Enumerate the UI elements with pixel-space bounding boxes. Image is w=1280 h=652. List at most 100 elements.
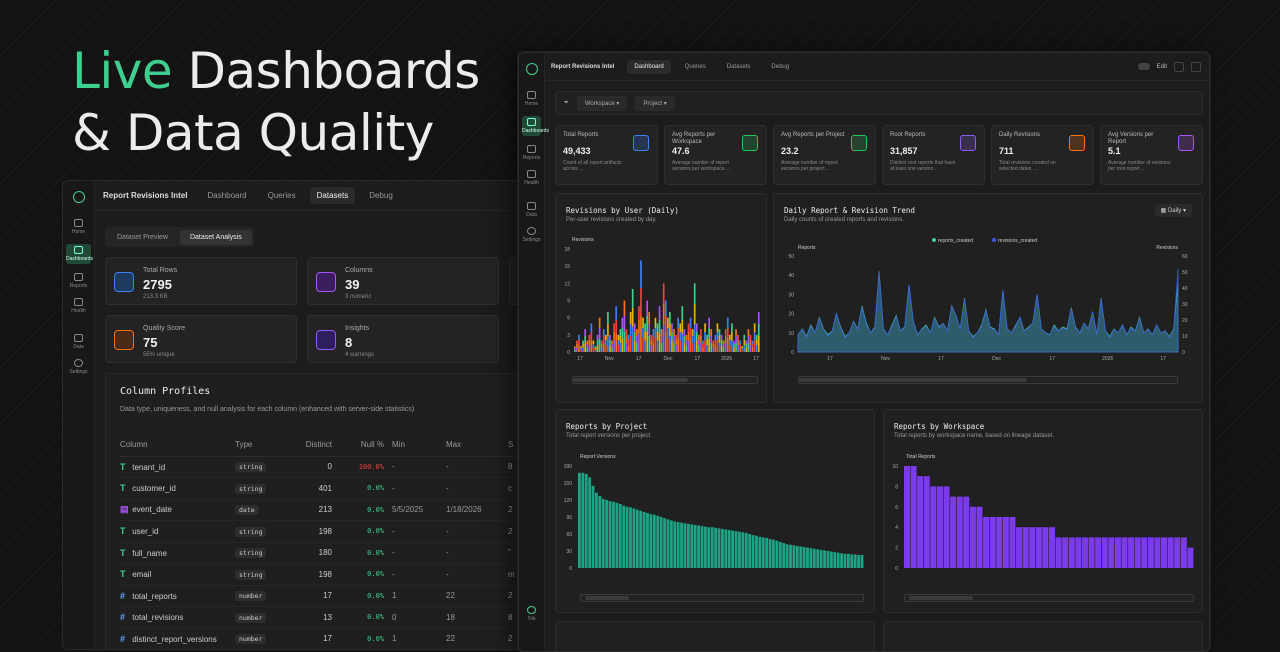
project-dropdown[interactable]: Project ▾ <box>635 95 675 111</box>
table-row[interactable]: # distinct_report_versions number 17 0.0% 1 2… <box>120 628 518 649</box>
table-row[interactable]: T tenant_id string 0 100.0% - -8 <box>120 456 518 478</box>
bar-segment <box>652 342 655 352</box>
tab-queries[interactable]: Queries <box>684 63 706 70</box>
bar <box>656 515 660 568</box>
null-percent: 100.0% <box>332 456 384 478</box>
app-logo-icon[interactable] <box>72 191 85 203</box>
seg-dataset-analysis[interactable]: Dataset Analysis <box>179 229 252 245</box>
distinct-count: 17 <box>290 628 332 649</box>
table-row[interactable]: T customer_id string 401 0.0% - - c <box>120 477 518 500</box>
column-name: event_date <box>132 505 172 515</box>
bar-segment <box>747 335 750 343</box>
nav-dashboards[interactable]: Dashboards <box>522 116 549 136</box>
bar <box>721 528 724 568</box>
bar <box>1009 517 1016 568</box>
y-tick-label: 15 <box>564 264 570 270</box>
bar-segment <box>731 323 733 332</box>
tab-datasets[interactable]: Datasets <box>726 63 751 70</box>
nav-settings[interactable]: Settings <box>519 227 544 243</box>
bar-segment <box>652 335 655 343</box>
min-value: 1 <box>384 585 446 607</box>
bar <box>673 521 677 568</box>
chart-scrollbar[interactable] <box>580 594 864 602</box>
bar-segment <box>654 327 657 339</box>
x-tick-label: Nov <box>605 356 614 362</box>
nav-data[interactable]: Data <box>63 334 94 350</box>
max-value: - <box>446 477 508 500</box>
bar-segment <box>640 260 642 288</box>
chart-scrollbar[interactable] <box>572 376 758 384</box>
nav-home[interactable]: Home <box>63 219 94 235</box>
nav-home[interactable]: Home <box>519 91 544 107</box>
chart-scrollbar[interactable] <box>904 594 1194 602</box>
tab-datasets[interactable]: Datasets <box>309 187 356 204</box>
table-row[interactable]: T user_id string 198 0.0% - -2 <box>120 520 518 543</box>
chart-scrollbar[interactable] <box>798 376 1178 384</box>
tab-queries[interactable]: Queries <box>267 191 296 200</box>
edit-toggle[interactable] <box>1137 63 1150 70</box>
x-tick-label: 17 <box>827 356 833 362</box>
workspace-dropdown[interactable]: Workspace ▾ <box>576 95 628 111</box>
null-percent: 0.0% <box>332 477 384 500</box>
bar-segment <box>660 342 663 352</box>
table-row[interactable]: T full_name string 180 0.0% - - " <box>120 542 518 564</box>
bar-segment <box>576 343 578 348</box>
bar-segment <box>712 340 715 344</box>
bar-segment <box>617 334 620 340</box>
bar <box>649 514 653 568</box>
y-axis-title: Report Versions <box>580 454 616 460</box>
app-logo-icon[interactable] <box>525 63 538 75</box>
distinct-count: 17 <box>290 585 332 607</box>
table-row[interactable]: T email string 198 0.0% - - m <box>120 563 518 586</box>
tab-dashboard[interactable]: Dashboard <box>627 59 671 74</box>
refresh-icon[interactable] <box>1191 61 1201 72</box>
nav-health[interactable]: Health <box>519 170 544 186</box>
bar-segment <box>733 347 735 352</box>
bar-segment <box>735 335 737 343</box>
granularity-select[interactable]: ▦ Daily ▾ <box>1154 204 1192 217</box>
nav-trik[interactable]: Trik <box>519 606 544 622</box>
bar <box>724 529 728 568</box>
tab-debug[interactable]: Debug <box>369 191 393 200</box>
bar <box>700 526 704 568</box>
min-value: 0 <box>384 606 446 629</box>
nav-data[interactable]: Data <box>519 202 544 218</box>
bar-segment <box>633 331 636 341</box>
tab-dashboard[interactable]: Dashboard <box>207 191 247 200</box>
bar <box>703 526 707 568</box>
seg-dataset-preview[interactable]: Dataset Preview <box>117 233 168 241</box>
bar <box>969 506 976 568</box>
nav-health[interactable]: Health <box>63 298 94 314</box>
nav-dashboards[interactable]: Dashboards <box>66 244 93 264</box>
nav-reports[interactable]: Reports <box>519 145 544 161</box>
bar-segment <box>724 342 727 352</box>
gear-icon <box>74 359 83 367</box>
table-row[interactable]: # total_reports number 17 0.0% 1 22 2 <box>120 585 518 607</box>
bar <box>1128 537 1135 568</box>
bar <box>833 552 837 568</box>
bar-segment <box>636 335 638 343</box>
y-tick-label: 40 <box>1182 286 1188 292</box>
bar-segment <box>743 334 746 340</box>
null-percent: 0.0% <box>332 628 384 649</box>
bar-segment <box>578 339 580 346</box>
bar-segment <box>644 331 646 341</box>
filter-bar: ⏷ Workspace ▾ Project ▾ <box>555 91 1203 115</box>
bar-segment <box>580 346 582 348</box>
table-row[interactable]: ▤ event_date date 213 0.0% 5/5/2025 1/18/2026… <box>120 499 518 521</box>
database-icon <box>74 334 83 342</box>
table-row[interactable]: # total_revisions number 13 0.0% 0 18 8 <box>120 606 518 629</box>
kpi-value: 23.2 <box>781 146 799 156</box>
layout-icon[interactable] <box>1174 61 1184 72</box>
column-name: total_reports <box>132 591 177 601</box>
bar-segment <box>675 345 677 352</box>
bar-segment <box>753 340 756 352</box>
column-name: full_name <box>132 548 167 558</box>
tab-debug[interactable]: Debug <box>771 63 790 70</box>
bar <box>659 517 663 568</box>
nav-reports[interactable]: Reports <box>63 273 94 289</box>
y-tick-label: 0 <box>567 350 570 356</box>
bar-segment <box>757 335 760 352</box>
bar-segment <box>693 303 696 325</box>
nav-settings[interactable]: Settings <box>63 359 94 375</box>
